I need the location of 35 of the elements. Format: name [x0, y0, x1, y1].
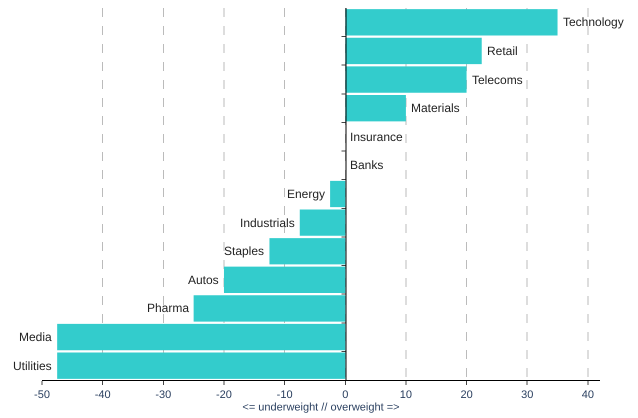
bar: [345, 38, 482, 64]
y-tick-label: Autos: [188, 273, 219, 287]
bar: [345, 9, 558, 36]
x-tick-label: -20: [216, 389, 232, 402]
bar: [345, 66, 467, 93]
y-tick-label: Banks: [350, 158, 384, 172]
bar: [330, 180, 346, 208]
y-tick-label: Utilities: [13, 359, 52, 373]
x-tick-label: -10: [276, 389, 293, 402]
bar: [300, 209, 346, 236]
x-tick-label: 20: [460, 389, 473, 402]
bar: [345, 94, 406, 122]
bar: [224, 266, 346, 294]
y-tick-label: Media: [19, 330, 52, 344]
bar: [194, 295, 346, 322]
bar: [57, 324, 346, 350]
y-tick-label: Pharma: [147, 301, 190, 315]
x-tick-label: -50: [34, 389, 50, 402]
x-tick-label: -30: [155, 389, 172, 402]
x-tick-label: 0: [342, 389, 348, 402]
x-tick-label: 40: [582, 389, 594, 402]
bar: [57, 352, 346, 379]
x-tick-label: 10: [400, 389, 412, 402]
x-tick-label: -40: [94, 389, 111, 402]
x-tick-label: 30: [521, 389, 534, 402]
y-tick-label: Retail: [487, 44, 518, 58]
y-tick-label: Energy: [287, 187, 326, 201]
y-tick-label: Technology: [563, 15, 624, 29]
x-axis-title: <= underweight // overweight =>: [242, 401, 400, 414]
bar: [269, 238, 346, 264]
y-tick-label: Insurance: [350, 130, 404, 144]
y-tick-label: Materials: [411, 101, 460, 115]
y-tick-label: Telecoms: [472, 73, 523, 87]
y-tick-label: Staples: [224, 244, 264, 258]
y-tick-label: Industrials: [240, 216, 295, 230]
